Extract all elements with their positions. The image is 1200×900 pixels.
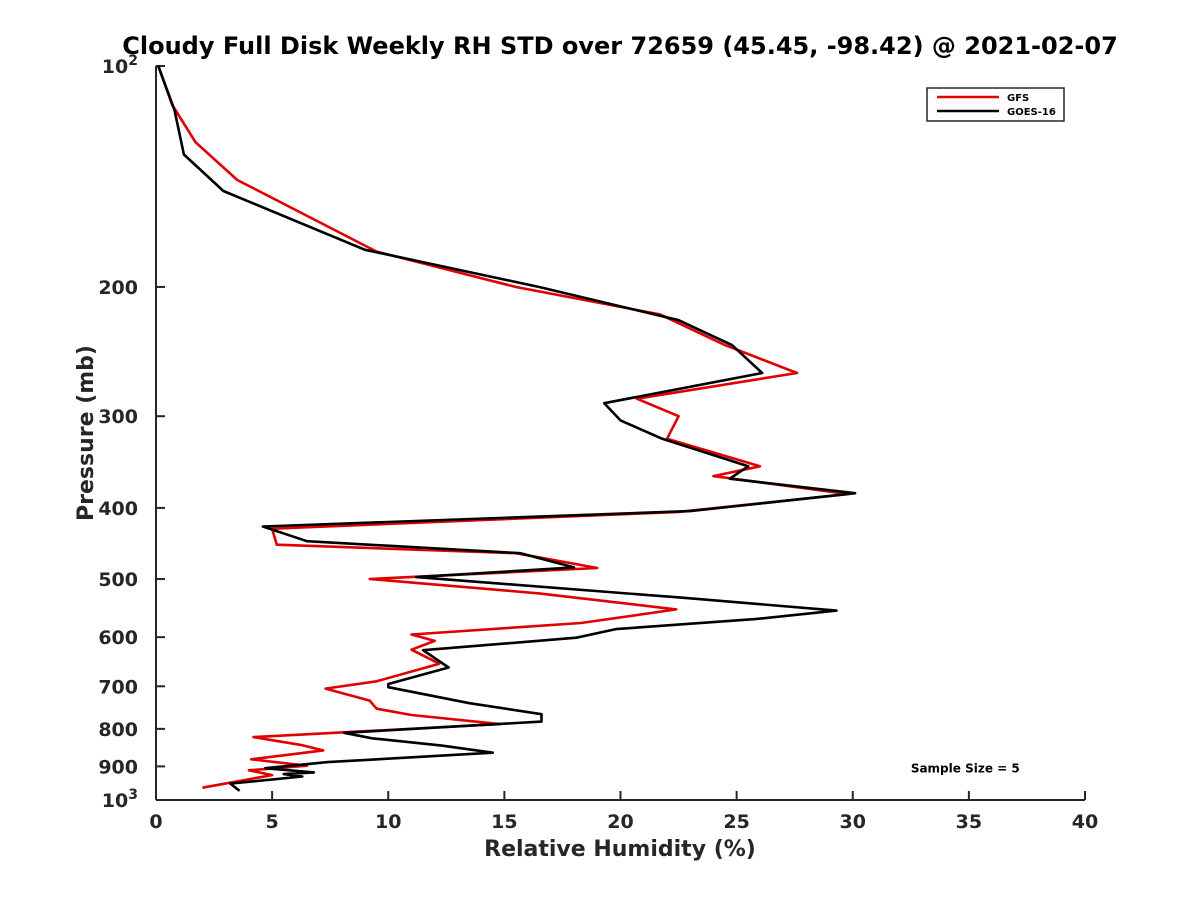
tick-group: 0 5 10 15 20 25 30 35 40102200300400500600700800…	[98, 53, 1098, 833]
x-tick-label: 10	[375, 811, 401, 833]
x-tick-label: 35	[956, 811, 982, 833]
series-line-goes-16	[157, 65, 857, 792]
legend-label: GOES-16	[1007, 107, 1056, 118]
legend-box	[926, 87, 1065, 122]
legend-label: GFS	[1007, 93, 1029, 104]
x-tick-label: 5	[266, 811, 279, 833]
x-tick-label: 20	[607, 811, 633, 833]
y-tick-label: 800	[98, 719, 138, 741]
y-tick-label: 500	[98, 569, 138, 591]
y-tick-label: 300	[98, 406, 138, 428]
y-tick-label: 400	[98, 498, 138, 520]
x-tick-label: 25	[723, 811, 749, 833]
legend: GFS GOES-16	[926, 87, 1065, 122]
x-tick-label: 0	[149, 811, 162, 833]
series-line-gfs	[157, 65, 850, 789]
chart-title: Cloudy Full Disk Weekly RH STD over 7265…	[122, 32, 1118, 60]
y-tick-label: 900	[98, 756, 138, 778]
y-axis-label: Pressure (mb)	[74, 345, 99, 521]
y-tick-label: 600	[98, 627, 138, 649]
annotations: Sample Size = 5	[911, 761, 1020, 775]
series-group	[157, 65, 857, 792]
x-tick-label: 30	[840, 811, 866, 833]
y-tick-label: 700	[98, 676, 138, 698]
x-tick-label: 40	[1072, 811, 1098, 833]
sample-size-annotation: Sample Size = 5	[911, 761, 1020, 775]
x-axis-label: Relative Humidity (%)	[484, 837, 756, 862]
y-tick-label: 200	[98, 277, 138, 299]
x-tick-label: 15	[491, 811, 517, 833]
